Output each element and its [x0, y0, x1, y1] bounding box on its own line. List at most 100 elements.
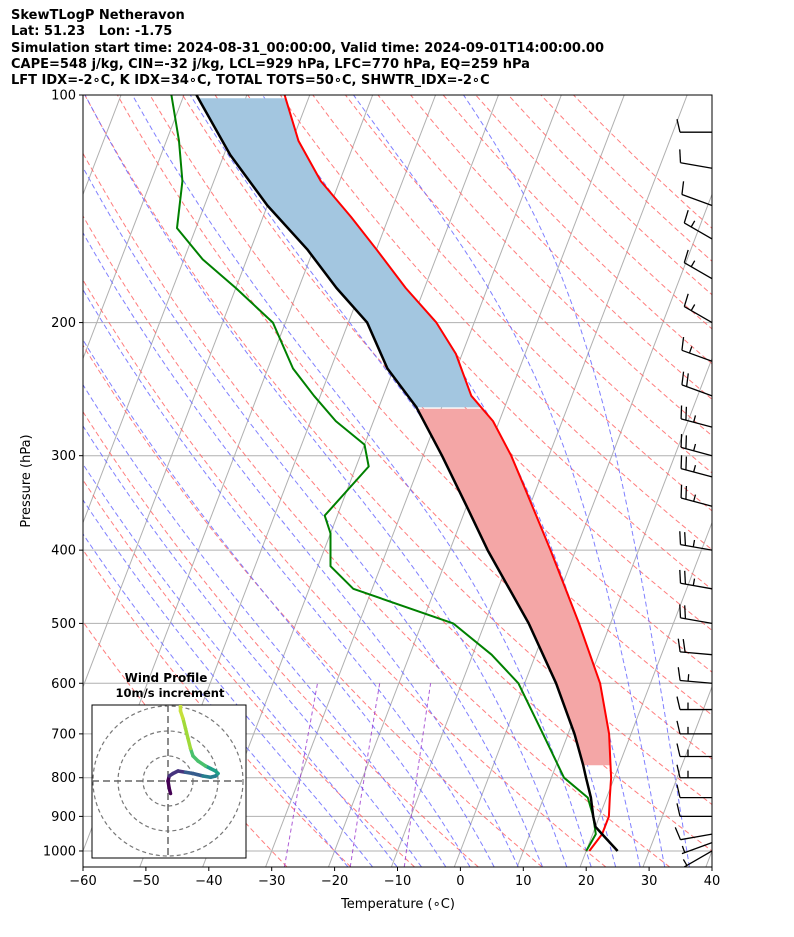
moist-adiabat	[83, 338, 471, 867]
wind-barb	[676, 119, 712, 133]
dry-adiabat	[312, 95, 712, 512]
barb-flag	[679, 531, 682, 545]
x-tick-label: 40	[704, 874, 721, 889]
barb-flag	[685, 373, 689, 387]
dry-adiabat	[83, 479, 415, 867]
barb-staff	[680, 582, 713, 590]
barb-staff	[683, 222, 713, 240]
moist-adiabat	[131, 95, 592, 867]
dry-adiabat	[116, 95, 712, 760]
isotherm-line	[83, 95, 311, 689]
wind-barb	[681, 181, 713, 207]
barb-half	[692, 578, 696, 586]
wind-barb	[677, 638, 713, 656]
wind-barb	[680, 484, 713, 507]
wind-barb	[682, 850, 713, 868]
chart-header: SkewTLogP Netheravon Lat: 51.23 Lon: -1.7…	[11, 8, 604, 89]
barb-staff	[680, 446, 713, 457]
barb-staff	[680, 617, 713, 625]
barb-flag	[679, 149, 682, 163]
wind-barb	[679, 569, 713, 590]
dry-adiabat	[475, 95, 712, 330]
x-tick-label: −30	[258, 874, 285, 889]
barb-half	[682, 859, 688, 866]
wind-barb	[681, 336, 713, 362]
inset-title: Wind Profile	[125, 671, 208, 685]
moist-adiabat	[83, 499, 373, 867]
dry-adiabat	[345, 95, 712, 474]
barb-staff	[680, 833, 713, 841]
wind-barb	[676, 784, 712, 799]
barb-flag	[676, 784, 681, 798]
barb-flag	[683, 209, 689, 224]
barb-staff	[680, 651, 713, 656]
axes: −60 −50 −40 −30 −20 −10 0 10 20 30 40 1000 900 800 700…	[43, 89, 720, 890]
barb-flag	[683, 293, 689, 307]
wind-barb	[679, 149, 713, 169]
barb-flag	[679, 569, 682, 584]
x-axis-label: Temperature (∘C)	[340, 897, 455, 912]
wind-barb	[680, 434, 713, 457]
x-tick-label: 10	[515, 874, 532, 889]
cape-cin-fills	[198, 98, 611, 766]
barb-flag	[676, 743, 681, 757]
moist-adiabat	[83, 383, 447, 867]
barb-flag	[681, 371, 685, 385]
mixing-ratio-line	[349, 683, 381, 867]
wind-barb	[676, 743, 712, 758]
barb-staff	[680, 162, 713, 169]
wind-barb	[679, 604, 713, 625]
wind-barb	[680, 455, 713, 478]
wind-barbs	[674, 119, 713, 868]
x-tick-label: 20	[578, 874, 595, 889]
moist-adiabat	[83, 463, 398, 867]
moist-adiabat	[189, 95, 617, 867]
y-tick-label: 300	[51, 449, 76, 464]
x-tick-label: −60	[69, 874, 96, 889]
barb-staff	[681, 842, 713, 855]
barb-staff	[683, 306, 713, 324]
isotherm-line	[705, 849, 712, 867]
barb-half	[687, 674, 690, 682]
y-tick-label: 1000	[43, 844, 76, 859]
barb-staff	[680, 679, 713, 684]
barb-flag	[679, 604, 682, 618]
station-coordinates: Lat: 51.23 Lon: -1.75	[11, 24, 173, 40]
moist-adiabat	[83, 425, 422, 867]
x-tick-label: −10	[384, 874, 411, 889]
convective-parameters: CAPE=548 j/kg, CIN=-32 j/kg, LCL=929 hPa…	[11, 56, 530, 72]
barb-flag	[676, 764, 681, 778]
wind-barb	[676, 764, 712, 779]
upper-negative-area	[198, 98, 482, 408]
barb-flag	[684, 605, 687, 619]
barb-staff	[681, 193, 713, 207]
barb-flag	[677, 638, 681, 653]
isotherm-line	[579, 521, 712, 867]
y-tick-label: 700	[51, 727, 76, 742]
sounding-profiles	[170, 95, 619, 852]
barb-half	[692, 539, 696, 547]
wind-barb	[674, 827, 713, 841]
wind-barb	[681, 371, 713, 397]
wind-barb	[680, 405, 713, 428]
wind-barb	[683, 293, 713, 324]
barb-flag	[676, 696, 681, 710]
y-tick-label: 100	[51, 89, 76, 104]
barb-half	[693, 443, 697, 451]
barb-staff	[681, 349, 713, 362]
dry-adiabat	[83, 152, 712, 852]
inset-plot	[92, 705, 246, 858]
moist-adiabat	[83, 533, 349, 867]
barb-flag	[681, 181, 685, 195]
y-axis-label: Pressure (hPa)	[19, 434, 34, 527]
barb-staff	[680, 467, 713, 478]
y-tick-label: 800	[51, 771, 76, 786]
moist-adiabat	[83, 231, 519, 867]
y-tick-label: 600	[51, 677, 76, 692]
barb-staff	[680, 543, 713, 551]
barb-flag	[681, 336, 685, 351]
dry-adiabat	[84, 95, 712, 806]
barb-flag	[677, 667, 681, 681]
wind-barb	[677, 667, 713, 684]
